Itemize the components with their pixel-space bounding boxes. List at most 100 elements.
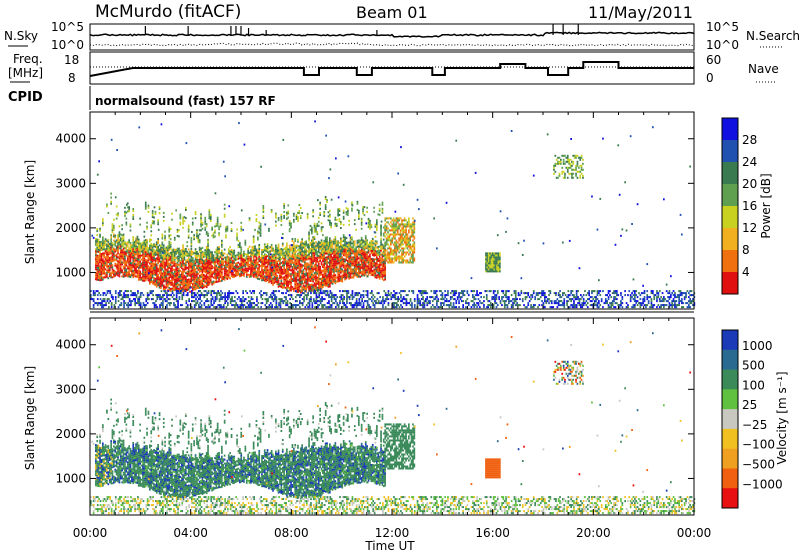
heatmap-cell (113, 235, 115, 238)
heatmap-cell (167, 245, 169, 248)
heatmap-cell (182, 256, 184, 259)
heatmap-cell (329, 213, 331, 216)
heatmap-cell (221, 257, 223, 260)
heatmap-cell (122, 259, 125, 262)
heatmap-cell (178, 271, 180, 274)
heatmap-cell (380, 228, 382, 231)
heatmap-cell (113, 226, 115, 229)
heatmap-cell (209, 273, 212, 276)
heatmap-cell (193, 286, 195, 289)
heatmap-cell (197, 284, 200, 287)
heatmap-cell (168, 282, 171, 285)
heatmap-cell (146, 247, 148, 250)
heatmap-cell (152, 290, 154, 293)
heatmap-cell (349, 254, 352, 257)
heatmap-cell (144, 306, 146, 309)
heatmap-cell (129, 258, 132, 260)
heatmap-cell (197, 262, 200, 265)
heatmap-cell (194, 262, 197, 265)
heatmap-cell (175, 287, 177, 289)
heatmap-cell (131, 256, 133, 259)
heatmap-cell (164, 265, 166, 268)
heatmap-cell (297, 238, 299, 241)
heatmap-cell (108, 273, 111, 276)
heatmap-cell (409, 259, 412, 262)
heatmap-cell (118, 269, 121, 272)
heatmap-cell (214, 265, 216, 268)
heatmap-cell (209, 279, 212, 282)
heatmap-cell (150, 275, 153, 277)
heatmap-cell (575, 172, 577, 175)
heatmap-cell (335, 266, 338, 269)
heatmap-cell (412, 233, 414, 236)
heatmap-cell (244, 239, 247, 242)
heatmap-cell (229, 263, 231, 266)
heatmap-cell (142, 253, 144, 256)
heatmap-cell (151, 256, 154, 259)
heatmap-cell (125, 252, 128, 255)
heatmap-cell (155, 285, 158, 288)
heatmap-cell (240, 264, 243, 267)
heatmap-cell (102, 220, 104, 223)
heatmap-cell (366, 206, 368, 209)
heatmap-cell (575, 166, 577, 169)
heatmap-cell (342, 209, 345, 212)
heatmap-cell (312, 215, 314, 218)
heatmap-cell (229, 277, 231, 280)
heatmap-cell (180, 265, 183, 268)
heatmap-cell (142, 275, 144, 278)
heatmap-cell (580, 154, 583, 157)
heatmap-cell (201, 252, 204, 255)
heatmap-cell (132, 210, 135, 212)
heatmap-cell (146, 241, 148, 244)
heatmap-cell (123, 300, 125, 303)
heatmap-cell (158, 270, 161, 273)
heatmap-cell (198, 248, 201, 251)
heatmap-cell (230, 275, 233, 278)
heatmap-cell (113, 304, 116, 307)
heatmap-cell (117, 300, 120, 303)
heatmap-cell (221, 277, 223, 280)
heatmap-cell (149, 252, 151, 255)
heatmap-cell (102, 224, 104, 227)
heatmap-cell (151, 268, 154, 271)
heatmap-cell (146, 225, 148, 228)
heatmap-cell (558, 174, 561, 177)
heatmap-cell (201, 285, 204, 287)
heatmap-cell (211, 273, 213, 276)
heatmap-cell (412, 255, 414, 258)
heatmap-cell (194, 217, 197, 220)
heatmap-cell (158, 272, 161, 275)
heatmap-cell (275, 216, 277, 219)
heatmap-cell (124, 206, 126, 209)
heatmap-cell (179, 217, 182, 220)
heatmap-cell (150, 271, 153, 273)
heatmap-cell (216, 272, 219, 275)
heatmap-cell (214, 261, 216, 264)
heatmap-cell (153, 251, 155, 254)
heatmap-cell (125, 221, 128, 224)
heatmap-cell (178, 283, 180, 286)
heatmap-cell (132, 248, 135, 251)
heatmap-cell (197, 236, 200, 239)
heatmap-cell (157, 256, 159, 259)
heatmap-cell (196, 255, 198, 257)
heatmap-cell (257, 236, 259, 239)
heatmap-cell (124, 263, 126, 266)
heatmap-cell (381, 207, 384, 210)
heatmap-cell (233, 249, 236, 252)
heatmap-cell (121, 228, 123, 231)
heatmap-cell (180, 259, 183, 262)
heatmap-cell (353, 240, 356, 243)
heatmap-cell (378, 265, 381, 268)
heatmap-cell (381, 201, 384, 204)
heatmap-cell (208, 255, 211, 258)
heatmap-cell (385, 241, 388, 244)
heatmap-cell (165, 254, 168, 257)
heatmap-cell (119, 259, 122, 262)
heatmap-cell (203, 270, 205, 272)
heatmap-cell (277, 219, 280, 222)
heatmap-cell (221, 271, 223, 274)
heatmap-cell (180, 279, 183, 282)
heatmap-cell (132, 238, 135, 240)
